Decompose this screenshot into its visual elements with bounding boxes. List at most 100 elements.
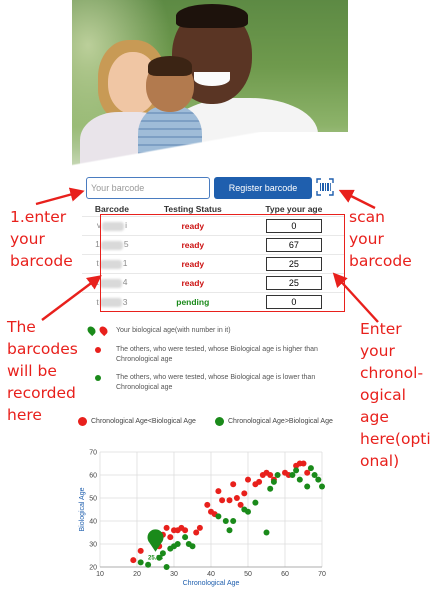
data-point xyxy=(230,481,237,488)
green-pin-icon xyxy=(85,324,98,337)
data-point xyxy=(293,467,300,474)
data-point xyxy=(270,478,277,485)
annotation-chronological-age: Enter your chronol-ogical age here(opti onal) xyxy=(360,320,431,470)
status-cell: pending xyxy=(141,291,244,311)
data-point xyxy=(319,483,325,490)
data-point xyxy=(215,513,222,520)
data-point xyxy=(163,524,170,531)
data-point xyxy=(219,497,226,504)
data-point xyxy=(267,472,274,478)
x-tick-label: 60 xyxy=(281,571,289,578)
data-point xyxy=(159,550,166,557)
data-point xyxy=(256,478,263,485)
data-point xyxy=(252,499,259,506)
age-input[interactable]: 0 xyxy=(265,218,322,233)
data-point xyxy=(245,508,251,515)
scatter-plot: 10 20 30 40 50 60 70203040506070Chronological … xyxy=(79,450,326,588)
data-point xyxy=(226,497,233,504)
age-input[interactable]: 0 xyxy=(265,294,322,309)
highlight-box xyxy=(100,214,345,312)
x-tick-label: 30 xyxy=(170,571,178,578)
age-input[interactable]: 25 xyxy=(265,275,322,290)
data-point xyxy=(189,543,196,550)
x-tick-label: 40 xyxy=(207,571,215,578)
chart-legend-green: Chronological Age>Biological Age xyxy=(215,417,333,426)
col-age: Type your age xyxy=(265,204,323,215)
data-point xyxy=(311,472,318,478)
col-status: Testing Status xyxy=(163,204,222,215)
data-point xyxy=(226,527,233,534)
age-input[interactable]: 25 xyxy=(265,256,322,271)
data-point xyxy=(182,527,189,534)
register-barcode-button[interactable]: Register barcode xyxy=(214,177,312,199)
status-cell: ready xyxy=(141,215,244,235)
status-cell: ready xyxy=(141,234,244,254)
data-point xyxy=(237,501,244,508)
data-point xyxy=(241,490,248,497)
red-pin-icon xyxy=(97,324,110,337)
data-point xyxy=(145,561,152,568)
col-barcode: Barcode xyxy=(94,204,129,215)
scan-barcode-icon[interactable] xyxy=(316,178,334,196)
y-tick-label: 70 xyxy=(89,450,97,457)
y-tick-label: 40 xyxy=(89,519,97,526)
data-point xyxy=(245,476,251,483)
x-tick-label: 10 xyxy=(96,571,104,578)
data-point xyxy=(289,472,296,478)
annotation-barcodes-recorded: The barcodes will be recorded here xyxy=(7,318,78,424)
data-point xyxy=(222,518,229,524)
data-point xyxy=(167,534,174,541)
data-point xyxy=(307,465,314,472)
red-dot-icon xyxy=(95,347,101,353)
annotation-enter-barcode: 1.enter your barcode xyxy=(10,208,73,270)
y-tick-label: 50 xyxy=(89,496,97,503)
data-point xyxy=(304,483,311,490)
data-point xyxy=(233,495,240,501)
data-point xyxy=(296,476,303,483)
data-point xyxy=(163,564,170,570)
age-cell: 0 xyxy=(243,215,344,235)
green-dot-icon xyxy=(95,375,101,381)
data-point xyxy=(193,529,200,536)
barcode-input[interactable]: Your barcode xyxy=(86,177,210,199)
x-tick-label: 50 xyxy=(244,571,252,578)
x-tick-label: 70 xyxy=(318,571,326,578)
data-point xyxy=(300,460,307,467)
y-axis-label: Biological Age xyxy=(79,487,86,531)
data-point xyxy=(137,547,144,554)
data-point xyxy=(130,557,137,564)
data-point xyxy=(263,529,270,536)
phone-screen: Your barcode Register barcode Barcode Te… xyxy=(72,0,348,598)
age-cell: 25 xyxy=(243,253,344,273)
status-cell: ready xyxy=(141,272,244,292)
y-tick-label: 30 xyxy=(89,542,97,549)
hero-photo xyxy=(72,0,348,168)
data-point xyxy=(204,501,211,508)
chart-legend-red: Chronological Age<Biological Age xyxy=(78,417,196,426)
data-point xyxy=(196,524,203,531)
data-point xyxy=(274,472,281,478)
x-tick-label: 20 xyxy=(133,571,141,578)
barcode-input-placeholder: Your barcode xyxy=(91,183,145,193)
y-tick-label: 60 xyxy=(89,473,97,480)
data-point xyxy=(267,485,274,492)
annotation-scan-barcode: scan your barcode xyxy=(349,208,412,270)
data-point xyxy=(174,541,181,547)
data-point xyxy=(215,488,222,495)
own-age-label: 25.83 xyxy=(148,556,164,562)
status-cell: ready xyxy=(141,253,244,273)
data-point xyxy=(230,518,237,524)
age-input[interactable]: 67 xyxy=(265,237,322,252)
age-cell: 67 xyxy=(243,234,344,254)
data-point xyxy=(156,554,163,561)
data-point xyxy=(182,534,189,541)
age-cell: 0 xyxy=(243,291,344,311)
data-point xyxy=(315,476,322,483)
